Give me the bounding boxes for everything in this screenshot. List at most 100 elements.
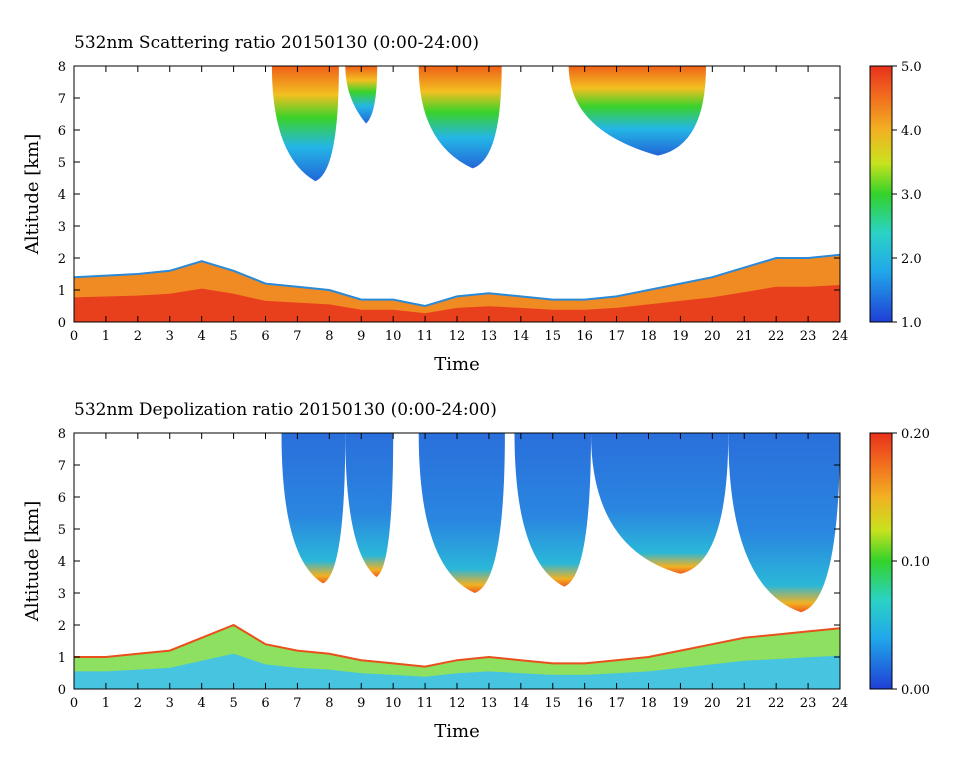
x-tick-label: 10 bbox=[385, 329, 402, 344]
y-axis-label: Altitude [km] bbox=[22, 134, 43, 256]
x-tick-label: 20 bbox=[704, 696, 721, 711]
chart-title: 532nm Scattering ratio 20150130 (0:00-24… bbox=[74, 33, 479, 53]
x-tick-label: 21 bbox=[736, 329, 753, 344]
x-tick-label: 13 bbox=[481, 329, 498, 344]
x-tick-label: 4 bbox=[198, 329, 206, 344]
heatmap-layer bbox=[74, 433, 841, 689]
y-axis-ticks: 0 1 2 3 4 5 6 7 8 bbox=[58, 60, 840, 331]
x-tick-label: 8 bbox=[325, 329, 333, 344]
x-tick-label: 21 bbox=[736, 696, 753, 711]
colorbar bbox=[869, 65, 893, 323]
y-tick-label: 5 bbox=[58, 156, 66, 171]
x-tick-label: 23 bbox=[800, 329, 817, 344]
x-tick-label: 19 bbox=[672, 696, 689, 711]
y-tick-label: 8 bbox=[58, 60, 66, 75]
boundary-layer-top bbox=[74, 623, 841, 668]
x-tick-label: 20 bbox=[704, 329, 721, 344]
chart-title: 532nm Depolization ratio 20150130 (0:00-… bbox=[74, 400, 497, 420]
x-tick-label: 9 bbox=[357, 329, 365, 344]
x-axis-ticks: 0 1 2 3 4 5 6 7 8 9 10 11 12 13 14 15 16 17 18 19 20 21 22 23 24 bbox=[70, 66, 848, 344]
y-tick-label: 0 bbox=[58, 683, 66, 698]
colorbar-tick-label: 1.0 bbox=[901, 316, 922, 331]
x-tick-label: 23 bbox=[800, 696, 817, 711]
boundary-layer-top bbox=[73, 253, 841, 308]
x-axis-label: Time bbox=[434, 354, 479, 375]
cloud-layer bbox=[728, 433, 840, 613]
cloud-layer bbox=[591, 433, 729, 574]
x-tick-label: 19 bbox=[672, 329, 689, 344]
y-tick-label: 3 bbox=[58, 220, 66, 235]
x-tick-label: 17 bbox=[608, 696, 625, 711]
x-tick-label: 13 bbox=[481, 696, 498, 711]
x-tick-label: 17 bbox=[608, 329, 625, 344]
colorbar-tick-label: 0.00 bbox=[901, 683, 930, 698]
x-tick-label: 18 bbox=[640, 329, 657, 344]
cloud-layer bbox=[418, 66, 502, 169]
x-tick-label: 1 bbox=[102, 329, 110, 344]
cloud-layer bbox=[281, 433, 346, 584]
y-tick-label: 0 bbox=[58, 316, 66, 331]
heatmap-layer bbox=[73, 66, 841, 322]
x-tick-label: 22 bbox=[768, 696, 785, 711]
x-tick-label: 11 bbox=[417, 696, 434, 711]
x-tick-label: 24 bbox=[832, 329, 849, 344]
colorbar-tick-label: 2.0 bbox=[901, 252, 922, 267]
x-tick-label: 6 bbox=[261, 329, 269, 344]
x-tick-label: 7 bbox=[293, 329, 301, 344]
colorbar-tick-label: 4.0 bbox=[901, 124, 922, 139]
y-tick-label: 4 bbox=[58, 555, 66, 570]
x-tick-label: 1 bbox=[102, 696, 110, 711]
y-tick-label: 6 bbox=[58, 124, 66, 139]
boundary-layer-core bbox=[74, 285, 840, 322]
x-tick-label: 22 bbox=[768, 329, 785, 344]
x-tick-label: 0 bbox=[70, 329, 78, 344]
y-tick-label: 8 bbox=[58, 427, 66, 442]
x-axis-ticks: 0 1 2 3 4 5 6 7 8 9 10 11 12 13 14 15 16 17 18 19 20 21 22 23 24 bbox=[70, 433, 848, 711]
y-tick-label: 4 bbox=[58, 188, 66, 203]
scattering-ratio-panel: 532nm Scattering ratio 20150130 (0:00-24… bbox=[22, 33, 922, 375]
x-tick-label: 15 bbox=[544, 696, 561, 711]
x-tick-label: 2 bbox=[134, 696, 142, 711]
x-tick-label: 24 bbox=[832, 696, 849, 711]
y-tick-label: 7 bbox=[58, 459, 66, 474]
boundary-layer-core bbox=[74, 653, 840, 689]
colorbar-tick-label: 0.20 bbox=[901, 427, 930, 442]
y-tick-label: 1 bbox=[58, 651, 66, 666]
x-tick-label: 2 bbox=[134, 329, 142, 344]
x-tick-label: 10 bbox=[385, 696, 402, 711]
cloud-layer bbox=[271, 66, 339, 182]
cloud-layer bbox=[568, 66, 706, 156]
depolarization-ratio-panel: 532nm Depolization ratio 20150130 (0:00-… bbox=[22, 400, 930, 742]
y-tick-label: 7 bbox=[58, 92, 66, 107]
x-tick-label: 15 bbox=[544, 329, 561, 344]
x-tick-label: 3 bbox=[166, 329, 174, 344]
x-tick-label: 14 bbox=[513, 329, 530, 344]
colorbar-ticks: 1.0 2.0 3.0 4.0 5.0 bbox=[892, 60, 922, 331]
x-tick-label: 3 bbox=[166, 696, 174, 711]
y-tick-label: 1 bbox=[58, 284, 66, 299]
colorbar bbox=[869, 432, 893, 690]
x-tick-label: 14 bbox=[513, 696, 530, 711]
y-tick-label: 6 bbox=[58, 491, 66, 506]
x-tick-label: 12 bbox=[449, 329, 466, 344]
x-tick-label: 8 bbox=[325, 696, 333, 711]
x-axis-label: Time bbox=[434, 721, 479, 742]
y-tick-label: 5 bbox=[58, 523, 66, 538]
cloud-layer bbox=[345, 433, 394, 577]
x-tick-label: 5 bbox=[229, 329, 237, 344]
y-tick-label: 3 bbox=[58, 587, 66, 602]
x-tick-label: 16 bbox=[576, 329, 593, 344]
x-tick-label: 16 bbox=[576, 696, 593, 711]
colorbar-ticks: 0.00 0.10 0.20 bbox=[892, 427, 930, 698]
y-tick-label: 2 bbox=[58, 252, 66, 267]
cloud-layer bbox=[418, 433, 505, 593]
x-tick-label: 5 bbox=[229, 696, 237, 711]
colorbar-tick-label: 3.0 bbox=[901, 188, 922, 203]
colorbar-tick-label: 0.10 bbox=[901, 555, 930, 570]
x-tick-label: 4 bbox=[198, 696, 206, 711]
x-tick-label: 12 bbox=[449, 696, 466, 711]
x-tick-label: 18 bbox=[640, 696, 657, 711]
x-tick-label: 9 bbox=[357, 696, 365, 711]
x-tick-label: 7 bbox=[293, 696, 301, 711]
